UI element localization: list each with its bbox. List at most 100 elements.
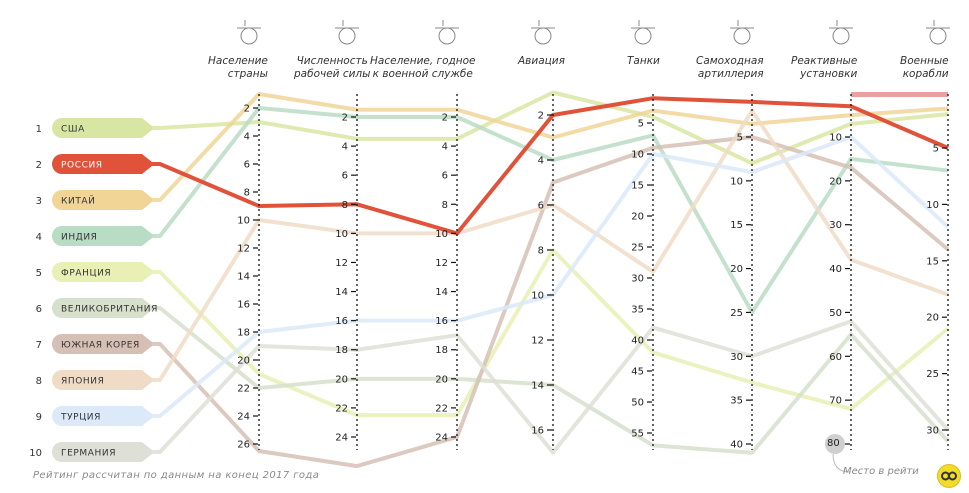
tick-label: 22 xyxy=(435,403,448,414)
tick-label: 70 xyxy=(829,396,842,407)
tick-label: 18 xyxy=(237,328,250,339)
legend-country-name: КИТАЙ xyxy=(61,195,96,207)
tick-label: 16 xyxy=(335,316,348,327)
axis-warships: 5 10 15 20 25 30 xyxy=(926,94,949,450)
legend-country-name: ФРАНЦИЯ xyxy=(61,269,111,279)
legend-country-name: США xyxy=(61,125,85,135)
tank-icon xyxy=(625,14,661,50)
legend-country-name: ЮЖНАЯ КОРЕЯ xyxy=(61,341,140,351)
tick-label: 15 xyxy=(631,181,644,192)
rocket-launcher-icon xyxy=(823,14,859,50)
legend-rank: 9 xyxy=(36,412,42,423)
tick-label: 30 xyxy=(631,274,644,285)
tick-label: 8 xyxy=(442,200,448,211)
legend-pill xyxy=(52,298,152,318)
shovel-icon xyxy=(329,14,365,50)
tick-label: 12 xyxy=(237,244,250,255)
legend-item-7: 7 ЮЖНАЯ КОРЕЯ xyxy=(36,334,152,354)
legend-pill xyxy=(52,262,152,282)
series-line-1 xyxy=(148,90,949,166)
tick-label: 14 xyxy=(237,272,250,283)
series-line-3 xyxy=(148,92,949,202)
tick-label: 30 xyxy=(926,426,939,437)
tick-label: 20 xyxy=(435,374,448,385)
tick-label: 22 xyxy=(237,384,250,395)
tick-label: 35 xyxy=(730,396,743,407)
tick-label: 25 xyxy=(631,243,644,254)
legend-rank: 1 xyxy=(36,124,42,135)
tick-label: 20 xyxy=(730,264,743,275)
tick-label: 10 xyxy=(926,200,939,211)
tick-label: 15 xyxy=(926,256,939,267)
tick-label: 4 xyxy=(244,132,250,143)
tick-label: 10 xyxy=(829,133,842,144)
legend-rank: 3 xyxy=(36,196,42,207)
legend-item-2: 2 РОССИЯ xyxy=(36,154,153,174)
tick-label: 24 xyxy=(335,433,348,444)
tick-label: 30 xyxy=(829,220,842,231)
tick-label: 14 xyxy=(531,381,544,392)
legend-country-name: ТУРЦИЯ xyxy=(60,413,101,423)
cannon-icon xyxy=(724,14,760,50)
tick-label: 55 xyxy=(631,429,644,440)
axis-header-spa: Самоходная артиллерия xyxy=(696,55,764,80)
legend-pill xyxy=(52,370,152,390)
tick-label: 6 xyxy=(442,171,448,182)
tick-label: 2 xyxy=(244,104,250,115)
tick-label: 2 xyxy=(442,113,448,124)
tick-label: 16 xyxy=(435,316,448,327)
legend-pill xyxy=(52,154,153,174)
tick-label: 18 xyxy=(335,345,348,356)
tick-label: 25 xyxy=(926,369,939,380)
rank-badge-example xyxy=(825,434,851,473)
tick-label: 2 xyxy=(342,113,348,124)
legend-country-name: ВЕЛИКОБРИТАНИЯ xyxy=(61,305,158,315)
tick-label: 8 xyxy=(342,200,348,211)
legend-pill xyxy=(52,406,152,426)
warship-icon xyxy=(920,14,956,50)
axis-tanks: 5 10 15 20 25 30 35 40 45 50 55 xyxy=(631,94,654,450)
axis-spa: 5 10 15 20 25 30 35 40 xyxy=(730,94,753,451)
legend-rank: 4 xyxy=(36,232,42,243)
series-line-9 xyxy=(148,135,950,418)
tick-label: 12 xyxy=(531,336,544,347)
legend-country-name: ГЕРМАНИЯ xyxy=(61,449,116,459)
tick-label: 22 xyxy=(335,403,348,414)
axis-header-rockets: Реактивные установки xyxy=(791,55,858,80)
tick-label: 6 xyxy=(538,201,544,212)
legend-pill xyxy=(52,118,152,138)
legend-rank: 5 xyxy=(36,268,42,279)
tick-label: 40 xyxy=(730,440,743,451)
series-line-8 xyxy=(148,108,949,382)
tick-label: 24 xyxy=(435,433,448,444)
tick-label: 26 xyxy=(237,440,250,451)
tick-label: 10 xyxy=(631,150,644,161)
tick-label: 10 xyxy=(531,291,544,302)
series-line-2 xyxy=(148,96,949,236)
warships-top-band xyxy=(851,92,948,97)
tick-label: 10 xyxy=(335,229,348,240)
tick-label: 4 xyxy=(442,142,448,153)
tick-label: 20 xyxy=(335,374,348,385)
tick-label: 10 xyxy=(237,216,250,227)
tick-label: 8 xyxy=(244,188,250,199)
legend-item-6: 6 ВЕЛИКОБРИТАНИЯ xyxy=(36,298,158,318)
brand-logo-icon xyxy=(937,464,961,488)
legend-item-10: 10 ГЕРМАНИЯ xyxy=(29,442,152,462)
tick-label: 6 xyxy=(244,160,250,171)
tick-label: 24 xyxy=(237,412,250,423)
legend-item-1: 1 США xyxy=(36,118,152,138)
legend-item-8: 8 ЯПОНИЯ xyxy=(36,370,152,390)
tick-label: 8 xyxy=(538,246,544,257)
tick-label: 20 xyxy=(926,313,939,324)
tick-label: 16 xyxy=(237,300,250,311)
rank-badge-label: 80 xyxy=(827,438,840,449)
legend-pill xyxy=(52,442,152,462)
legend-rank: 10 xyxy=(29,448,42,459)
propeller-icon xyxy=(525,14,561,50)
tick-label: 16 xyxy=(531,426,544,437)
legend-country-name: ЯПОНИЯ xyxy=(61,377,104,387)
